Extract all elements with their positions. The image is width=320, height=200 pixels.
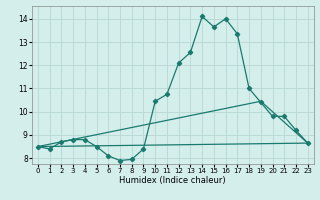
X-axis label: Humidex (Indice chaleur): Humidex (Indice chaleur)	[119, 176, 226, 185]
